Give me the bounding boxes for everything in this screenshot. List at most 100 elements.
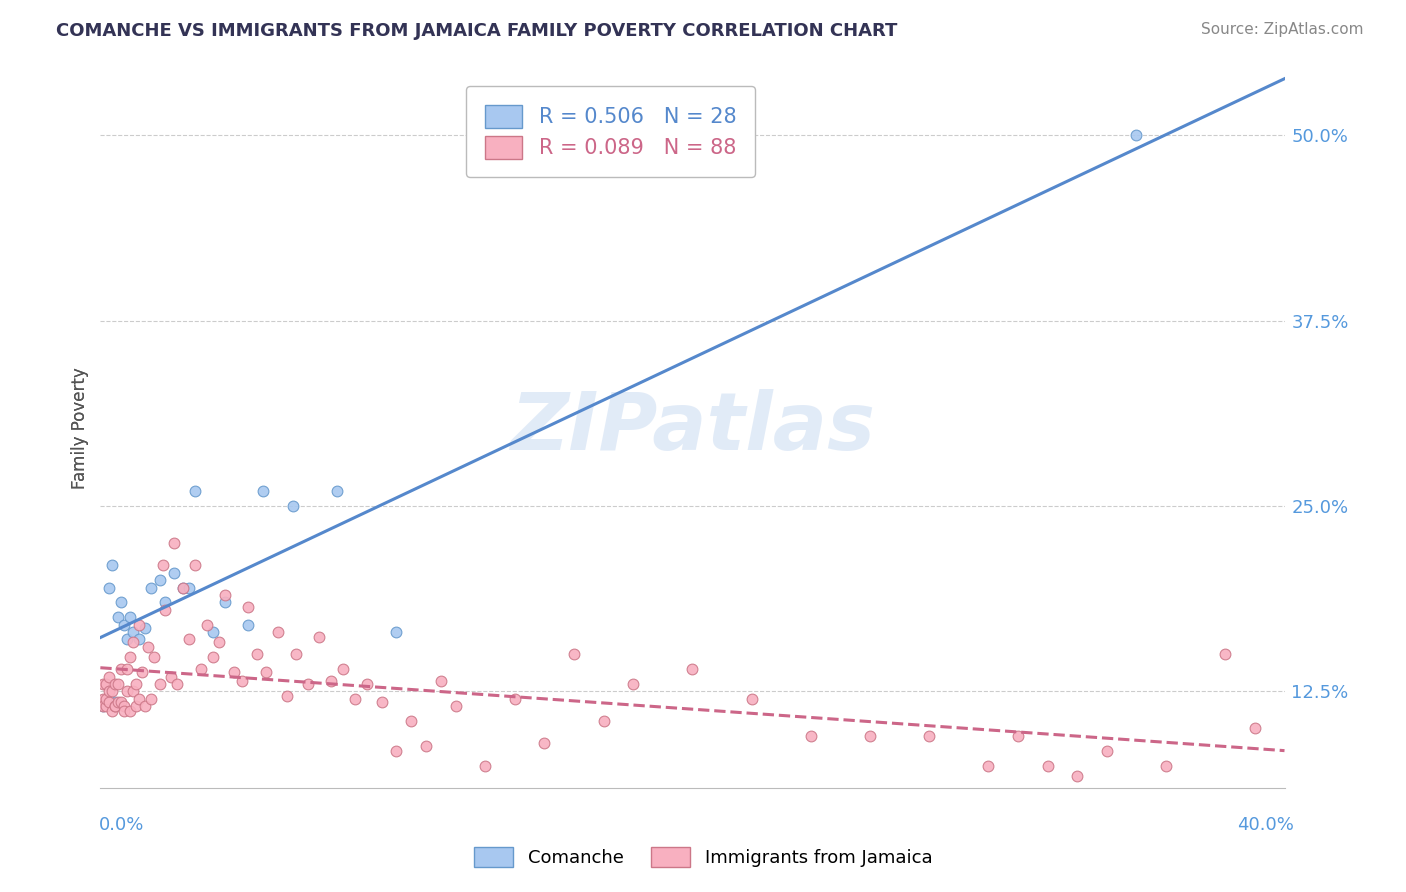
- Point: [179, 581, 201, 595]
- Point: [98, 695, 121, 709]
- Point: [115, 684, 138, 698]
- Text: 40.0%: 40.0%: [1237, 816, 1294, 834]
- Point: [238, 599, 260, 614]
- Point: [231, 673, 253, 688]
- Point: [430, 673, 453, 688]
- Point: [131, 665, 153, 679]
- Point: [91, 691, 114, 706]
- Point: [276, 689, 298, 703]
- Point: [533, 736, 555, 750]
- Point: [104, 699, 127, 714]
- Text: COMANCHE VS IMMIGRANTS FROM JAMAICA FAMILY POVERTY CORRELATION CHART: COMANCHE VS IMMIGRANTS FROM JAMAICA FAMI…: [56, 22, 897, 40]
- Text: 0.0%: 0.0%: [98, 816, 143, 834]
- Point: [681, 662, 703, 676]
- Point: [98, 581, 121, 595]
- Point: [96, 691, 118, 706]
- Point: [104, 677, 127, 691]
- Point: [592, 714, 614, 728]
- Point: [160, 669, 183, 683]
- Point: [118, 704, 141, 718]
- Point: [297, 677, 319, 691]
- Point: [415, 739, 437, 754]
- Point: [1095, 744, 1118, 758]
- Point: [128, 691, 150, 706]
- Point: [246, 648, 269, 662]
- Point: [308, 630, 330, 644]
- Point: [1244, 722, 1267, 736]
- Point: [208, 635, 231, 649]
- Point: [918, 729, 941, 743]
- Point: [152, 558, 174, 573]
- Point: [800, 729, 823, 743]
- Point: [115, 632, 138, 647]
- Point: [91, 677, 114, 691]
- Point: [343, 691, 366, 706]
- Point: [101, 684, 124, 698]
- Point: [184, 558, 207, 573]
- Point: [621, 677, 644, 691]
- Point: [96, 695, 118, 709]
- Point: [112, 699, 135, 714]
- Point: [444, 699, 467, 714]
- Point: [741, 691, 763, 706]
- Point: [101, 558, 124, 573]
- Point: [91, 699, 114, 714]
- Point: [201, 625, 224, 640]
- Point: [142, 650, 165, 665]
- Point: [172, 581, 194, 595]
- Point: [91, 699, 114, 714]
- Point: [107, 610, 129, 624]
- Point: [163, 536, 186, 550]
- Point: [155, 603, 177, 617]
- Point: [214, 595, 236, 609]
- Point: [98, 684, 121, 698]
- Point: [110, 695, 132, 709]
- Point: [370, 695, 392, 709]
- Point: [399, 714, 422, 728]
- Point: [1007, 729, 1029, 743]
- Text: Source: ZipAtlas.com: Source: ZipAtlas.com: [1201, 22, 1364, 37]
- Point: [267, 625, 290, 640]
- Point: [201, 650, 224, 665]
- Point: [1154, 758, 1177, 772]
- Point: [96, 699, 118, 714]
- Point: [107, 695, 129, 709]
- Point: [148, 677, 170, 691]
- Point: [222, 665, 245, 679]
- Point: [110, 662, 132, 676]
- Point: [284, 648, 307, 662]
- Legend: Comanche, Immigrants from Jamaica: Comanche, Immigrants from Jamaica: [467, 839, 939, 874]
- Point: [356, 677, 378, 691]
- Point: [112, 617, 135, 632]
- Point: [385, 625, 408, 640]
- Point: [128, 632, 150, 647]
- Point: [254, 665, 277, 679]
- Point: [155, 595, 177, 609]
- Point: [136, 640, 159, 654]
- Point: [1213, 648, 1236, 662]
- Point: [96, 677, 118, 691]
- Point: [332, 662, 354, 676]
- Point: [122, 684, 145, 698]
- Point: [115, 662, 138, 676]
- Point: [977, 758, 1000, 772]
- Point: [1125, 128, 1147, 143]
- Text: ZIPatlas: ZIPatlas: [510, 389, 875, 467]
- Point: [562, 648, 585, 662]
- Y-axis label: Family Poverty: Family Poverty: [72, 368, 89, 489]
- Point: [179, 632, 201, 647]
- Point: [184, 484, 207, 499]
- Point: [190, 662, 212, 676]
- Point: [101, 704, 124, 718]
- Point: [385, 744, 408, 758]
- Point: [326, 484, 349, 499]
- Point: [122, 625, 145, 640]
- Point: [321, 673, 343, 688]
- Point: [110, 595, 132, 609]
- Point: [104, 695, 127, 709]
- Point: [163, 566, 186, 580]
- Point: [104, 699, 127, 714]
- Point: [252, 484, 274, 499]
- Point: [118, 650, 141, 665]
- Point: [195, 617, 218, 632]
